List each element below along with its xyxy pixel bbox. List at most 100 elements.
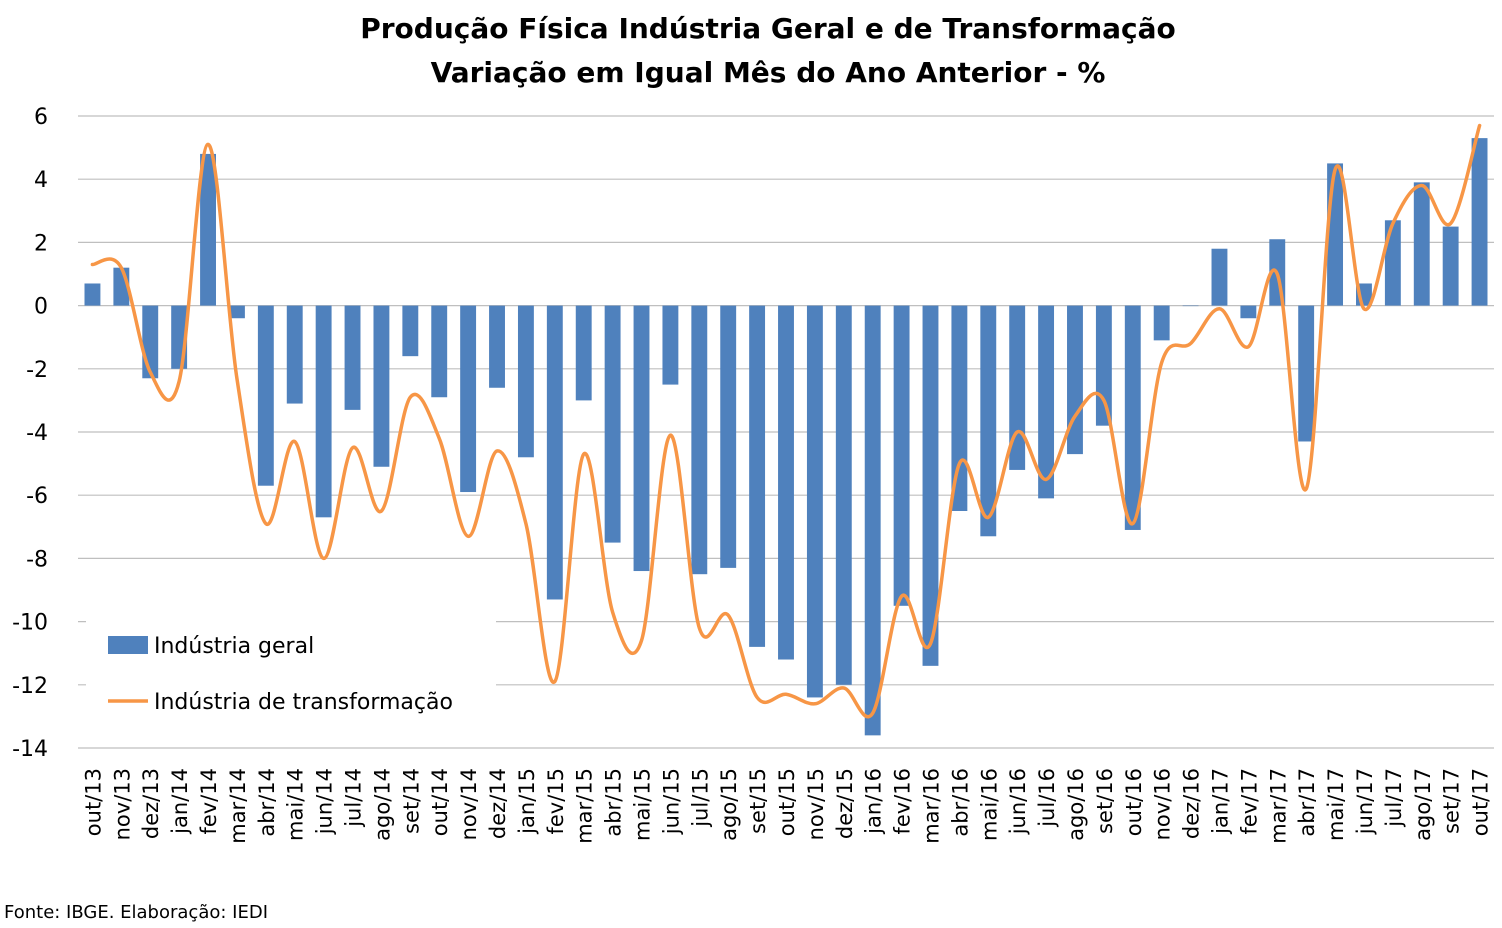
source-note: Fonte: IBGE. Elaboração: IEDI <box>4 902 268 923</box>
x-tick-label: ago/17 <box>1411 768 1435 841</box>
bar <box>1413 182 1430 306</box>
bar <box>1240 305 1257 319</box>
bar <box>922 305 939 666</box>
bar <box>228 305 245 319</box>
x-tick-label: fev/14 <box>197 768 221 835</box>
bar-series <box>84 138 1488 736</box>
x-tick-label: mai/16 <box>977 768 1001 841</box>
x-tick-label: mar/15 <box>573 768 597 844</box>
x-tick-label: out/16 <box>1122 768 1146 836</box>
x-tick-label: jul/17 <box>1382 768 1406 828</box>
x-tick-label: fev/15 <box>544 768 568 835</box>
legend-label-line: Indústria de transformação <box>154 690 453 715</box>
x-tick-label: mai/15 <box>631 768 655 841</box>
y-tick-label: -8 <box>26 547 48 572</box>
x-tick-label: out/13 <box>81 768 105 836</box>
x-tick-label: set/16 <box>1093 768 1117 834</box>
bar <box>460 305 477 493</box>
x-tick-label: dez/15 <box>833 768 857 839</box>
x-tick-label: out/14 <box>428 768 452 836</box>
x-axis-ticks: out/13 nov/13 dez/13 jan/14 fev/14 mar/14 abr/… <box>81 768 1492 844</box>
x-tick-label: mar/16 <box>919 768 943 844</box>
bar <box>980 305 997 537</box>
y-tick-label: 6 <box>34 105 48 130</box>
x-tick-label: out/17 <box>1469 768 1493 836</box>
x-tick-label: dez/14 <box>486 768 510 839</box>
chart-subtitle: Variação em Igual Mês do Ano Anterior - … <box>431 56 1106 89</box>
bar <box>1124 305 1141 530</box>
bar <box>84 283 101 306</box>
x-tick-label: set/15 <box>746 768 770 834</box>
y-tick-label: -6 <box>26 484 48 509</box>
x-tick-label: jul/15 <box>688 768 712 828</box>
bar <box>1471 138 1488 306</box>
bar <box>142 305 159 379</box>
bar <box>344 305 361 410</box>
bar <box>315 305 332 518</box>
x-tick-label: nov/14 <box>457 768 481 840</box>
y-axis-ticks: 6 4 2 0 -2 -4 -6 -8 -10 -12 -14 <box>12 105 48 762</box>
legend-label-bar: Indústria geral <box>154 634 314 659</box>
bar <box>835 305 852 685</box>
bar <box>489 305 505 388</box>
x-tick-label: jul/14 <box>342 768 366 828</box>
x-tick-label: mai/14 <box>284 768 308 841</box>
x-tick-label: jun/17 <box>1353 768 1377 835</box>
bar <box>575 305 592 401</box>
x-tick-label: abr/17 <box>1295 768 1319 837</box>
line-series <box>90 123 1482 719</box>
x-tick-label: set/14 <box>399 768 423 834</box>
x-tick-label: fev/16 <box>891 768 915 835</box>
x-tick-label: abr/14 <box>255 768 279 837</box>
x-tick-label: jan/17 <box>1208 768 1232 835</box>
bar <box>633 305 650 572</box>
x-tick-label: nov/16 <box>1151 768 1175 840</box>
x-tick-label: nov/15 <box>804 768 828 840</box>
bar <box>604 305 621 543</box>
y-tick-label: -14 <box>12 737 48 762</box>
bar <box>1009 305 1026 470</box>
x-tick-label: jan/14 <box>168 768 192 835</box>
bar <box>1038 305 1055 499</box>
y-tick-label: 0 <box>34 295 48 320</box>
bar <box>1067 305 1083 455</box>
x-tick-label: ago/15 <box>717 768 741 841</box>
legend-bar-swatch <box>108 636 148 654</box>
y-tick-label: -2 <box>26 358 48 383</box>
y-tick-label: -10 <box>12 611 48 636</box>
bar <box>373 305 390 467</box>
x-tick-label: ago/16 <box>1064 768 1088 841</box>
bar <box>257 305 274 486</box>
bar <box>1298 305 1315 442</box>
x-tick-label: out/15 <box>775 768 799 836</box>
chart-title: Produção Física Indústria Geral e de Tra… <box>360 12 1176 45</box>
y-tick-label: 4 <box>34 168 48 193</box>
bar <box>1327 163 1344 306</box>
x-tick-label: jan/15 <box>515 768 539 835</box>
bar <box>1384 220 1401 306</box>
bar <box>806 305 823 698</box>
bar <box>402 305 419 357</box>
bar <box>778 305 794 660</box>
x-tick-label: dez/13 <box>139 768 163 839</box>
x-tick-label: mai/17 <box>1324 768 1348 841</box>
x-tick-label: jun/15 <box>659 768 683 835</box>
bar <box>691 305 708 575</box>
bar <box>517 305 534 458</box>
x-tick-label: nov/13 <box>110 768 134 840</box>
bar <box>662 305 679 385</box>
y-tick-label: 2 <box>34 231 48 256</box>
y-tick-label: -12 <box>12 674 48 699</box>
x-tick-label: dez/16 <box>1180 768 1204 839</box>
x-tick-label: jun/16 <box>1006 768 1030 835</box>
x-tick-label: jan/16 <box>862 768 886 835</box>
x-tick-label: abr/15 <box>602 768 626 837</box>
bar <box>864 305 881 736</box>
bar <box>1442 226 1459 306</box>
bar <box>286 305 303 404</box>
x-tick-label: ago/14 <box>370 768 394 841</box>
bar <box>546 305 563 600</box>
bar <box>1153 305 1170 341</box>
bar <box>1211 248 1228 306</box>
